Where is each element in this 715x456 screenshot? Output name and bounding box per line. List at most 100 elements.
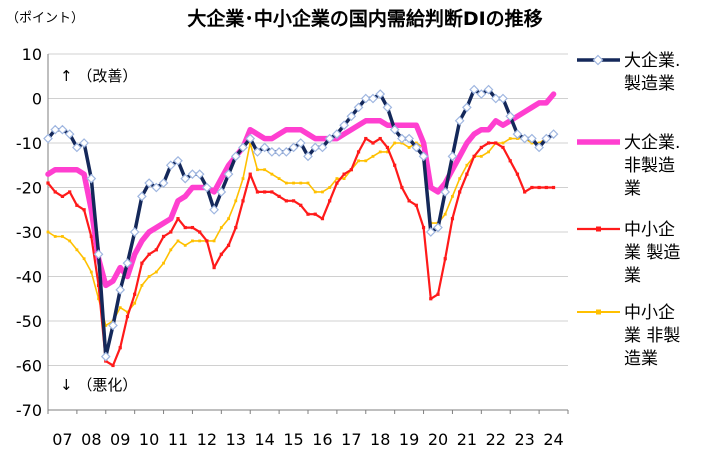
legend-label: 業 xyxy=(624,179,641,199)
series-2 xyxy=(45,91,557,289)
data-point xyxy=(72,142,82,153)
data-point xyxy=(68,190,72,194)
legend-label: 業 非製 xyxy=(624,326,680,346)
data-point xyxy=(46,181,50,185)
x-tick-label: 14 xyxy=(254,430,274,449)
data-point xyxy=(465,163,469,167)
data-point xyxy=(476,89,487,99)
data-point xyxy=(82,257,86,261)
data-point xyxy=(382,102,393,113)
data-point xyxy=(436,292,440,296)
data-point xyxy=(425,227,436,237)
data-point xyxy=(256,168,259,172)
data-point xyxy=(158,178,169,188)
data-point xyxy=(295,138,306,148)
series-line xyxy=(47,133,555,327)
legend-marker xyxy=(596,226,601,232)
data-point xyxy=(313,190,317,194)
data-point xyxy=(216,187,227,197)
data-point xyxy=(194,169,205,179)
data-point xyxy=(108,320,118,331)
data-point xyxy=(133,292,137,296)
data-point xyxy=(176,217,180,221)
data-point xyxy=(53,190,57,194)
data-point xyxy=(490,93,501,104)
data-point xyxy=(255,190,260,194)
data-point xyxy=(339,120,349,131)
data-point xyxy=(115,285,126,295)
data-point xyxy=(523,190,527,194)
data-point xyxy=(451,195,454,198)
data-point xyxy=(440,187,451,197)
legend-label: 非製造 xyxy=(624,156,675,176)
x-tick-label: 11 xyxy=(168,430,188,449)
data-point xyxy=(479,154,483,158)
y-tick-labels: 10 0 -10 -20 -30 -40 -50 -60 -70 xyxy=(16,45,42,420)
data-point xyxy=(230,151,241,162)
data-point xyxy=(154,248,158,252)
data-point xyxy=(320,217,325,221)
data-point xyxy=(187,169,198,179)
data-point xyxy=(68,239,72,243)
data-point xyxy=(508,159,512,163)
data-point xyxy=(104,324,108,327)
data-point xyxy=(368,93,378,104)
data-point xyxy=(328,199,332,203)
data-point xyxy=(397,133,407,144)
y-tick-label: -50 xyxy=(16,312,42,331)
data-point xyxy=(183,225,187,230)
data-point xyxy=(371,141,375,145)
legend-label: 造業 xyxy=(624,349,658,369)
data-point xyxy=(89,270,93,274)
data-point xyxy=(469,84,479,95)
data-point xyxy=(212,266,216,270)
data-point xyxy=(57,124,68,135)
y-tick-label: -70 xyxy=(16,401,42,420)
data-point xyxy=(162,261,165,265)
data-point xyxy=(190,225,195,230)
data-point xyxy=(335,177,339,180)
data-point xyxy=(176,239,180,243)
legend-label: 大企業. xyxy=(624,133,680,153)
data-point xyxy=(537,185,541,190)
data-point xyxy=(357,159,360,163)
data-point xyxy=(421,225,426,230)
series-line xyxy=(46,137,555,367)
data-point xyxy=(486,141,491,145)
data-point xyxy=(505,111,516,122)
data-point xyxy=(64,129,75,139)
data-point xyxy=(378,150,382,154)
x-tick-label: 22 xyxy=(486,430,506,449)
x-tick-labels: 07 08 09 10 11 12 13 14 15 16 17 18 19 20 21 22 23 24 xyxy=(52,430,563,449)
data-point xyxy=(375,89,386,99)
data-point xyxy=(433,222,443,233)
data-point xyxy=(458,190,462,194)
legend-item-3: 中小企業 製造業 xyxy=(577,220,680,286)
data-point xyxy=(100,351,111,362)
data-point xyxy=(241,199,245,203)
data-point xyxy=(385,145,390,150)
axes xyxy=(47,54,569,414)
data-point xyxy=(498,93,508,104)
data-point xyxy=(245,133,256,144)
data-point xyxy=(393,141,397,145)
data-point xyxy=(252,147,263,157)
data-point xyxy=(335,181,339,185)
x-tick-label: 12 xyxy=(197,430,217,449)
x-tick-label: 13 xyxy=(226,430,246,449)
data-point xyxy=(292,181,295,185)
data-point xyxy=(241,177,245,180)
data-point xyxy=(154,270,158,274)
data-point xyxy=(515,172,520,176)
series-group xyxy=(43,84,559,368)
data-point xyxy=(389,124,400,135)
data-point xyxy=(346,111,357,122)
data-point xyxy=(43,133,53,144)
x-tick-label: 18 xyxy=(370,430,390,449)
data-point xyxy=(411,142,422,153)
data-point xyxy=(534,142,544,153)
data-point xyxy=(180,173,191,184)
data-point xyxy=(111,363,115,368)
data-point xyxy=(259,142,270,153)
